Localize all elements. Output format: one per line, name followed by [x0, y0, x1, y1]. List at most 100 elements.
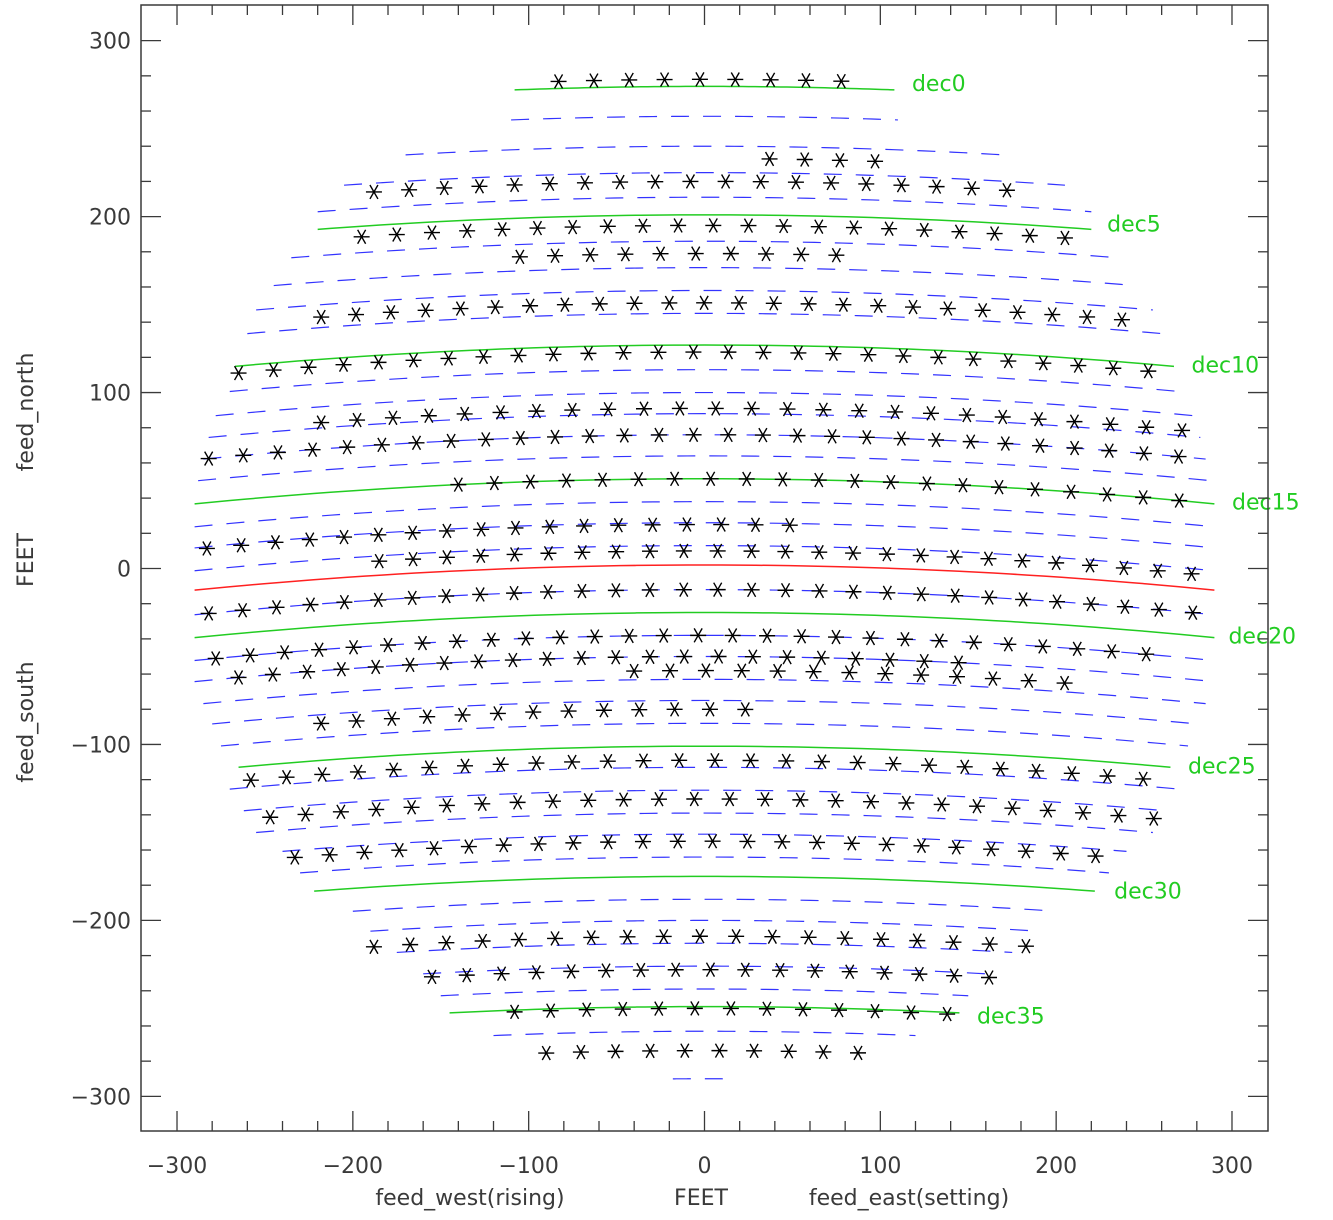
- feed-point-row-3: [881, 221, 898, 237]
- dashed-track-20: [212, 699, 1197, 725]
- feed-point-row-13: [380, 637, 397, 653]
- feed-point-row-2: [506, 177, 523, 193]
- feed-point-row-8: [547, 429, 564, 445]
- feed-point-row-5: [939, 301, 956, 316]
- feed-point-row-18: [650, 791, 667, 807]
- feed-point-row-12: [879, 585, 896, 601]
- dashed-track-19: [203, 678, 1206, 705]
- feed-point-row-5: [382, 305, 399, 320]
- feed-point-row-19: [809, 835, 826, 850]
- y-tick-label: 0: [117, 558, 131, 583]
- feed-point-row-21: [423, 969, 440, 985]
- feed-point-row-6: [545, 346, 562, 362]
- dashed-track-31: [440, 988, 969, 997]
- dashed-track-2: [344, 172, 1065, 186]
- feed-point-row-7: [851, 403, 868, 419]
- feed-point-row-12: [234, 602, 251, 618]
- feed-point-row-12: [506, 585, 523, 601]
- feed-point-row-3: [564, 219, 581, 235]
- feed-point-row-4: [652, 246, 669, 262]
- feed-point-row-8: [824, 429, 841, 444]
- feed-point-row-20: [728, 929, 745, 944]
- feed-point-row-22: [939, 1006, 956, 1022]
- x-axis-title-center: FEET: [674, 1186, 728, 1211]
- feed-point-row-7: [815, 402, 832, 418]
- feed-point-row-7: [600, 401, 617, 417]
- feed-point-row-18: [262, 809, 279, 825]
- feed-point-row-0: [621, 72, 638, 88]
- feed-point-row-20: [402, 937, 419, 952]
- feed-point-row-10: [507, 520, 524, 536]
- feed-point-row-6: [615, 345, 632, 361]
- feed-point-row-7: [1102, 417, 1119, 432]
- feed-point-row-3: [986, 226, 1003, 241]
- feed-point-row-20: [1017, 938, 1034, 954]
- feed-point-row-8: [720, 427, 737, 443]
- feed-point-row-5: [417, 303, 434, 318]
- feed-point-row-16: [454, 707, 471, 723]
- feed-point-row-20: [474, 933, 491, 949]
- feed-point-row-20: [836, 930, 853, 946]
- feed-point-row-7: [1030, 411, 1047, 427]
- feed-point-row-14: [882, 652, 899, 668]
- feed-point-row-21: [598, 963, 615, 978]
- feed-point-row-22: [794, 1002, 811, 1017]
- y-tick-label: −200: [71, 909, 131, 934]
- feed-point-row-17: [1099, 768, 1116, 784]
- feed-point-row-21: [632, 962, 649, 978]
- dashed-track-26: [300, 856, 1109, 874]
- feed-point-row-14: [607, 649, 624, 665]
- feed-point-row-12: [1082, 596, 1099, 612]
- feed-point-row-11: [878, 546, 895, 562]
- feed-point-row-12: [370, 592, 387, 608]
- feed-point-row-6: [1000, 353, 1017, 369]
- feed-point-row-11: [1014, 553, 1031, 568]
- dashed-track-15: [194, 545, 1215, 572]
- feed-point-row-18: [474, 796, 491, 812]
- feed-point-row-5: [661, 295, 678, 311]
- feed-point-row-22: [867, 1003, 884, 1019]
- dec-curve-dec0: [514, 85, 895, 91]
- feed-point-row-6: [475, 349, 492, 365]
- feed-point-row-17: [564, 754, 581, 770]
- feed-point-row-3: [494, 222, 511, 237]
- feed-point-row-18: [1145, 811, 1162, 826]
- y-tick-label: −100: [71, 733, 131, 758]
- feed-point-row-0: [727, 72, 744, 87]
- feed-point-row-7: [456, 406, 473, 422]
- feed-point-row-9: [558, 473, 575, 488]
- feed-point-row-14: [641, 649, 658, 665]
- feed-point-row-6: [440, 351, 457, 366]
- feed-point-row-7: [420, 408, 437, 424]
- feed-point-row-7: [707, 401, 724, 416]
- feed-point-row-16: [383, 711, 400, 727]
- dashed-track-23: [243, 789, 1166, 812]
- x-tick-label: −100: [498, 1154, 558, 1179]
- feed-point-row-19: [565, 835, 582, 851]
- feed-point-row-5: [730, 295, 747, 311]
- feed-point-row-11: [1183, 566, 1200, 582]
- feed-point-row-18: [1110, 808, 1127, 823]
- feed-point-row-2: [436, 180, 453, 196]
- dec-curve-dec30: [314, 875, 1095, 892]
- feed-point-row-17: [849, 755, 866, 770]
- feed-point-row-22: [650, 1001, 667, 1016]
- feed-point-row-3: [670, 218, 687, 233]
- feed-point-row-9: [738, 471, 755, 487]
- x-tick-label: −300: [147, 1154, 207, 1179]
- feed-point-row-17: [956, 759, 973, 775]
- feed-point-row-6: [790, 345, 807, 361]
- feed-point-row-15: [805, 664, 822, 680]
- feed-point-row-11: [405, 551, 422, 567]
- feed-point-row-12: [913, 586, 930, 602]
- feed-point-row-14: [504, 652, 521, 668]
- feed-point-row-19: [913, 838, 930, 854]
- feed-point-row-4: [511, 249, 528, 265]
- dashed-track-27: [352, 898, 1057, 912]
- feed-point-row-6: [930, 350, 947, 365]
- feed-point-row-12: [540, 584, 557, 600]
- feed-point-row-18: [933, 797, 950, 812]
- feed-point-row-13: [1138, 646, 1155, 662]
- feed-point-row-21: [946, 968, 963, 984]
- feed-point-row-7: [1138, 419, 1155, 435]
